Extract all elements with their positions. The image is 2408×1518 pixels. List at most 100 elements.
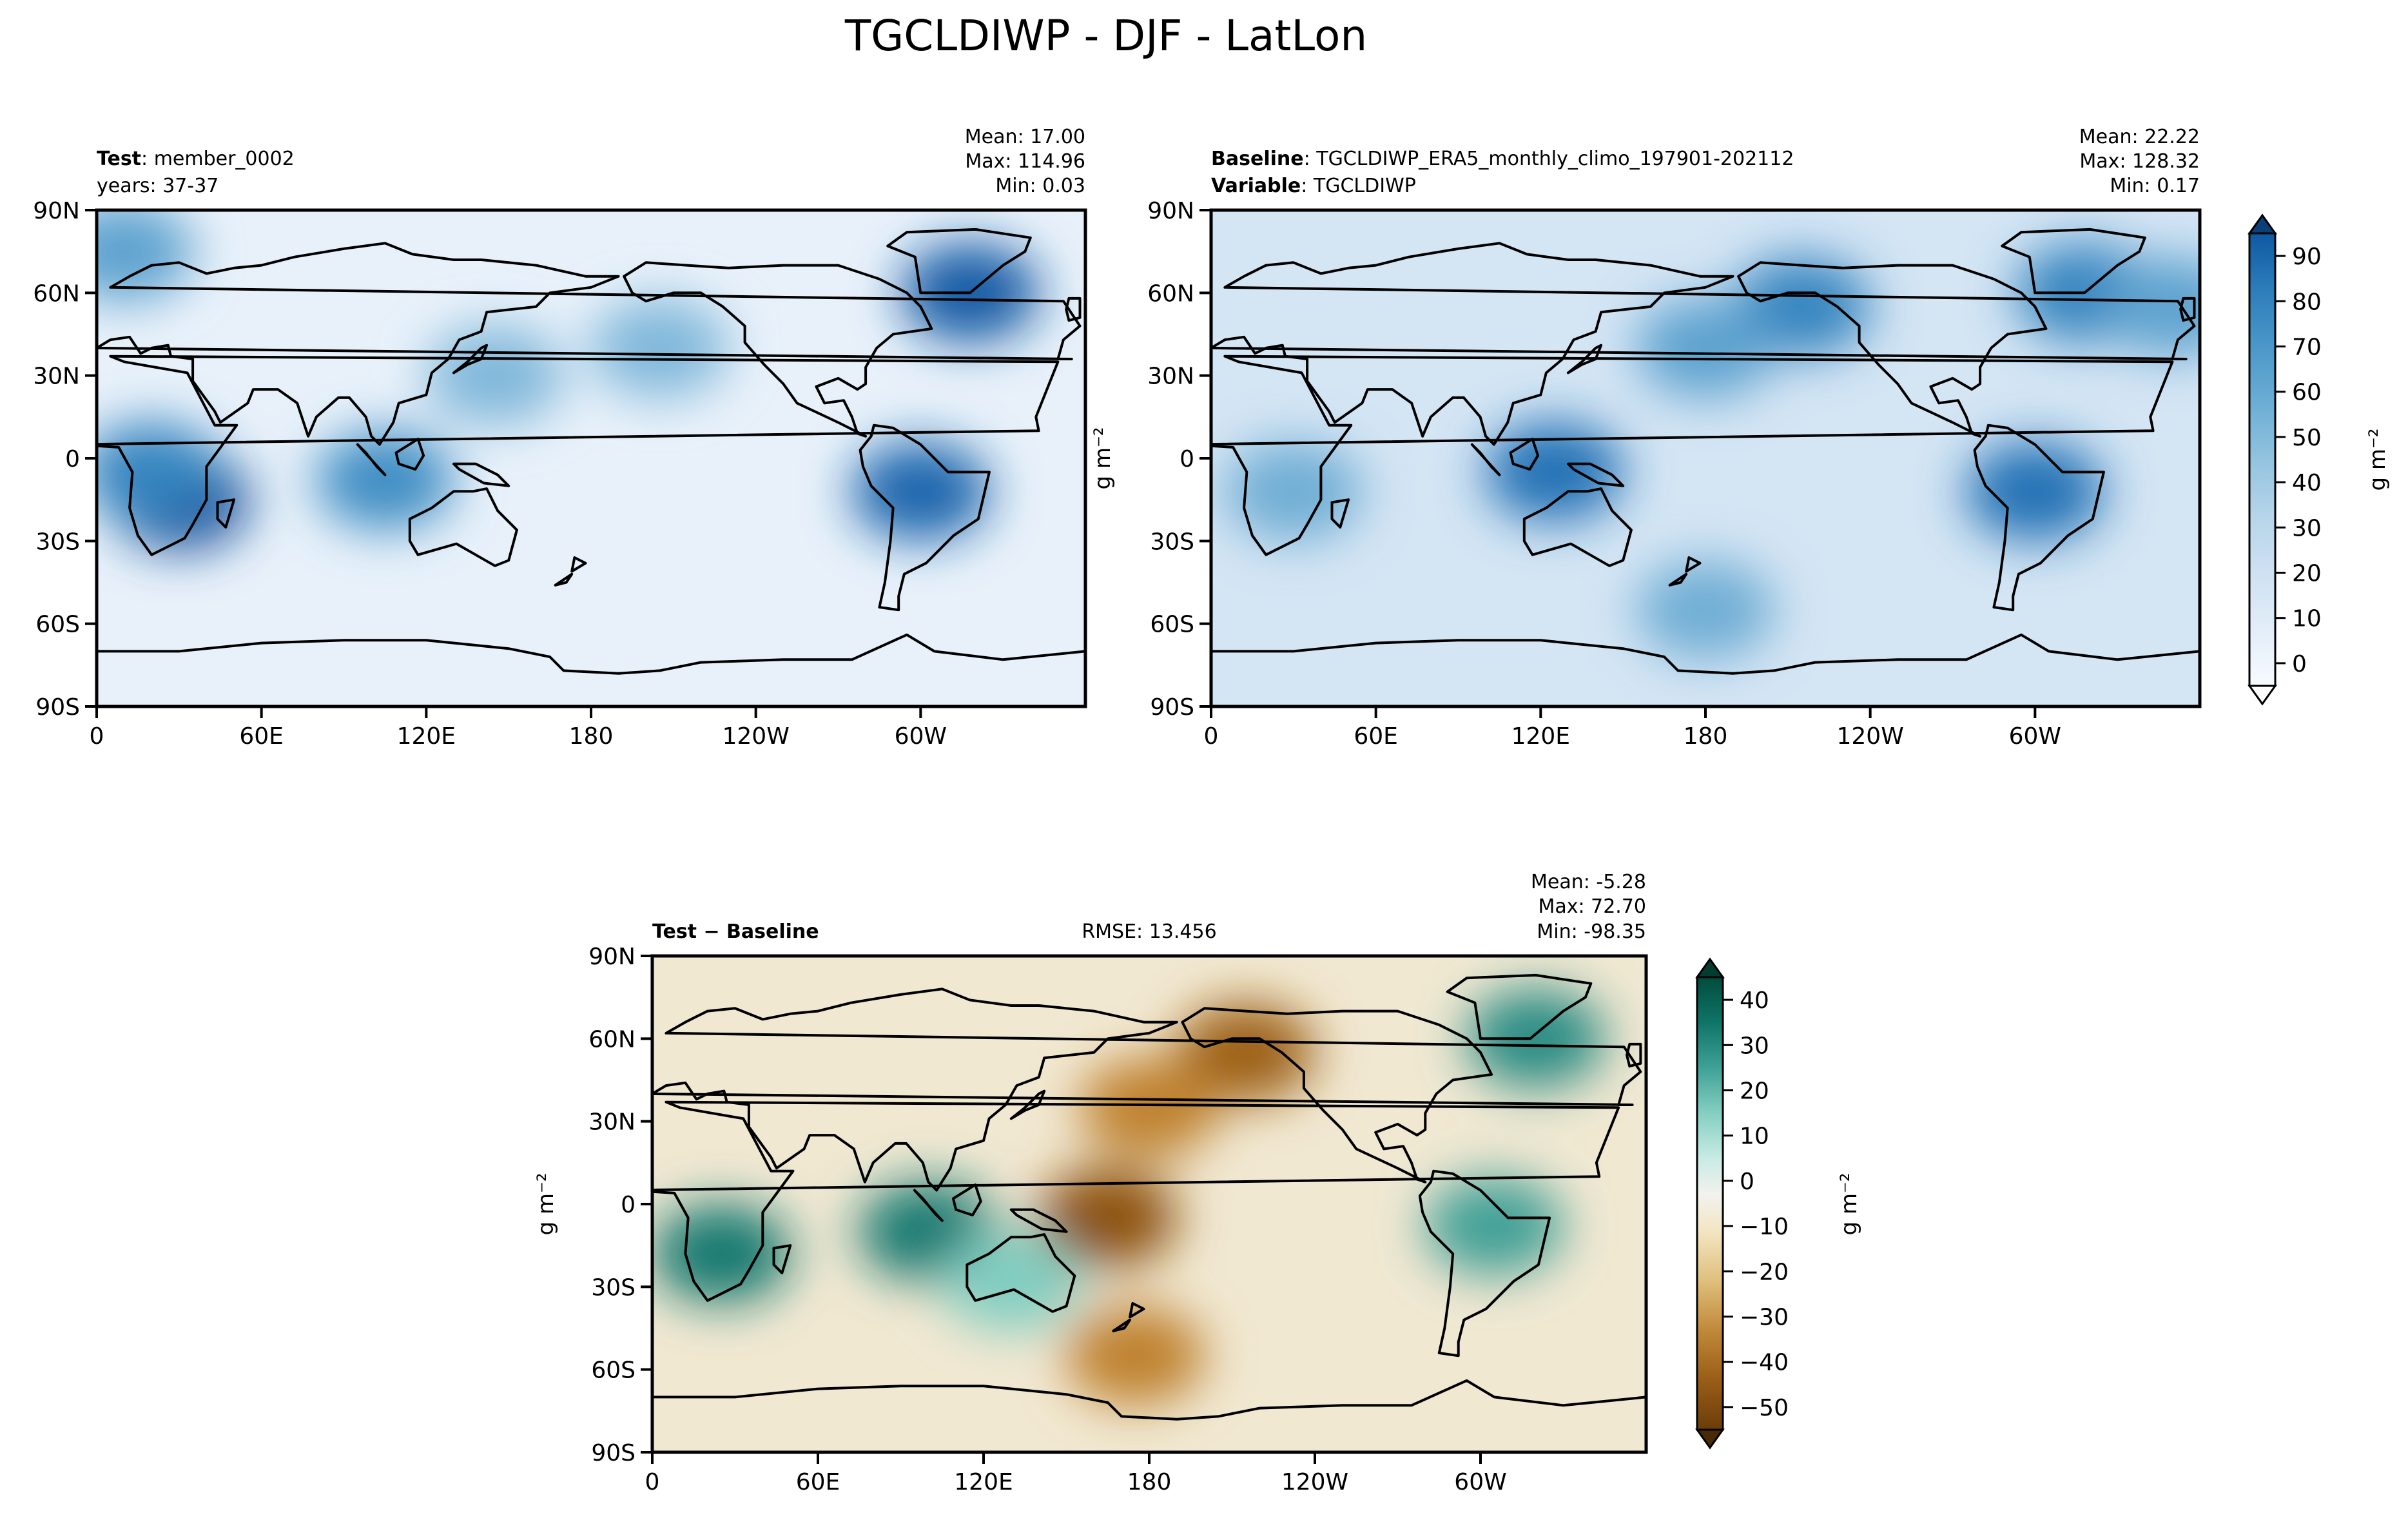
colorbar-tick-label: 0 xyxy=(1740,1169,1754,1195)
coastline xyxy=(1973,423,2105,612)
x-tick-label: 60E xyxy=(1354,723,1398,750)
coastline xyxy=(452,462,510,487)
field-feature xyxy=(1965,442,2104,541)
coastline xyxy=(97,242,1082,446)
test-mean: Mean: 17.00 xyxy=(965,126,1085,148)
field-feature xyxy=(1636,298,1775,398)
test-years: years: 37-37 xyxy=(97,175,218,197)
colorbar-tick-label: −40 xyxy=(1740,1350,1789,1376)
colorbar-brbg: 40 30 20 10 0 −10 −20 −30 −40 −50 g m⁻² xyxy=(1695,957,1862,1450)
x-tick-label: 60E xyxy=(239,723,284,750)
coastline xyxy=(216,498,236,529)
colorbar-blues-extend-top xyxy=(2248,213,2277,235)
colorbar-tick-label: 10 xyxy=(1740,1124,1769,1150)
coastline xyxy=(1522,487,1633,567)
coastline xyxy=(1737,261,2048,438)
colorbar-tick-label: 80 xyxy=(2292,289,2322,315)
x-tick-label: 60W xyxy=(2009,723,2061,750)
panel-test: Test: member_0002 years: 37-37 Mean: 17.… xyxy=(33,126,1087,750)
colorbar-blues-bar xyxy=(2248,232,2277,687)
y-tick-label: 90N xyxy=(1147,198,1194,224)
coastline xyxy=(913,1189,944,1222)
coastline xyxy=(966,1233,1076,1313)
coastline xyxy=(1009,1208,1068,1233)
y-tick-label: 60S xyxy=(1150,612,1194,638)
difference-label: Test − Baseline xyxy=(652,920,819,943)
coastline xyxy=(623,261,933,438)
y-tick-label: 60N xyxy=(1147,280,1194,307)
field-feature xyxy=(2103,257,2200,356)
test-coastlines xyxy=(97,228,1085,706)
y-tick-label: 30N xyxy=(1147,364,1194,390)
x-tick-label: 0 xyxy=(645,1469,660,1495)
y-tick-label: 60N xyxy=(588,1026,636,1053)
coastline xyxy=(356,443,387,476)
coastline xyxy=(1566,462,1625,487)
coastline xyxy=(1211,242,2196,446)
difference-axes: 0 60E 120E 180 120W 60W 90N 60N 30N 0 30S 60S 90S xyxy=(588,944,1506,1495)
colorbar-brbg-bar xyxy=(1696,976,1724,1431)
y-tick-label: 60S xyxy=(35,612,80,638)
coastline xyxy=(1181,1007,1493,1183)
colorbar-tick-label: −50 xyxy=(1740,1395,1789,1421)
y-tick-label: 90S xyxy=(591,1440,636,1466)
x-tick-label: 120W xyxy=(723,723,790,750)
colorbar-blues: 0 10 20 30 40 50 60 70 80 90 g m⁻² xyxy=(2248,213,2391,706)
svg-text:Variable: TGCLDIWP: Variable: TGCLDIWP xyxy=(1211,175,1416,197)
field-feature xyxy=(97,210,193,302)
y-tick-label: 60N xyxy=(33,280,80,307)
colorbar-tick-label: −30 xyxy=(1740,1305,1789,1331)
test-max: Max: 114.96 xyxy=(965,150,1085,173)
y-tick-label: 0 xyxy=(1180,446,1194,472)
y-tick-label: 30S xyxy=(1150,529,1194,555)
test-label-value: member_0002 xyxy=(154,148,295,170)
coastline xyxy=(554,572,574,587)
coastline xyxy=(1330,498,1350,529)
coastline xyxy=(859,423,991,612)
x-tick-label: 120W xyxy=(1837,723,1904,750)
baseline-max: Max: 128.32 xyxy=(2079,150,2200,173)
colorbar-brbg-label: g m⁻² xyxy=(1836,1173,1862,1235)
field-feature xyxy=(1080,1058,1219,1158)
baseline-label-value: TGCLDIWP_ERA5_monthly_climo_197901-20211… xyxy=(1316,148,1794,170)
y-tick-label: 30N xyxy=(33,364,80,390)
baseline-min: Min: 0.17 xyxy=(2110,175,2200,197)
difference-ylabel: g m⁻² xyxy=(533,1173,559,1235)
baseline-coastlines xyxy=(1211,228,2200,706)
colorbar-tick-label: 20 xyxy=(2292,561,2322,587)
colorbar-tick-label: 70 xyxy=(2292,335,2322,361)
svg-text:Baseline: TGCLDIWP_ERA5_monthl: Baseline: TGCLDIWP_ERA5_monthly_climo_19… xyxy=(1211,148,1794,170)
coastline xyxy=(394,438,425,471)
coastline xyxy=(1129,1302,1145,1319)
y-tick-label: 90S xyxy=(1150,694,1194,721)
coastline xyxy=(452,344,489,375)
field-feature xyxy=(941,1231,1081,1331)
coastline xyxy=(1509,438,1540,471)
x-tick-label: 180 xyxy=(1127,1469,1172,1495)
coastline xyxy=(951,1183,982,1217)
y-tick-label: 30S xyxy=(35,529,80,555)
colorbar-tick-label: −20 xyxy=(1740,1259,1789,1285)
coastline xyxy=(1065,297,1082,322)
field-feature xyxy=(1466,989,1606,1089)
colorbar-tick-label: 90 xyxy=(2292,244,2322,270)
colorbar-tick-label: 20 xyxy=(1740,1078,1769,1105)
x-tick-label: 120E xyxy=(1511,723,1570,750)
field-feature xyxy=(652,1204,791,1303)
field-feature xyxy=(1038,1168,1178,1268)
x-tick-label: 60W xyxy=(1454,1469,1506,1495)
x-tick-label: 0 xyxy=(90,723,104,750)
x-tick-label: 120W xyxy=(1281,1469,1348,1495)
coastline xyxy=(1211,633,2200,706)
coastline xyxy=(652,1379,1646,1452)
field-feature xyxy=(1424,1176,1564,1276)
panel-baseline: Baseline: TGCLDIWP_ERA5_monthly_climo_19… xyxy=(1090,126,2202,750)
colorbar-tick-label: 30 xyxy=(1740,1033,1769,1059)
baseline-label-bold: Baseline xyxy=(1211,148,1304,170)
svg-text:Test: member_0002: Test: member_0002 xyxy=(97,148,295,170)
figure-title: TGCLDIWP - DJF - LatLon xyxy=(844,11,1367,61)
colorbar-brbg-extend-bottom xyxy=(1695,1428,1725,1450)
baseline-ylabel: g m⁻² xyxy=(1090,427,1116,489)
test-label-bold: Test xyxy=(97,148,141,170)
